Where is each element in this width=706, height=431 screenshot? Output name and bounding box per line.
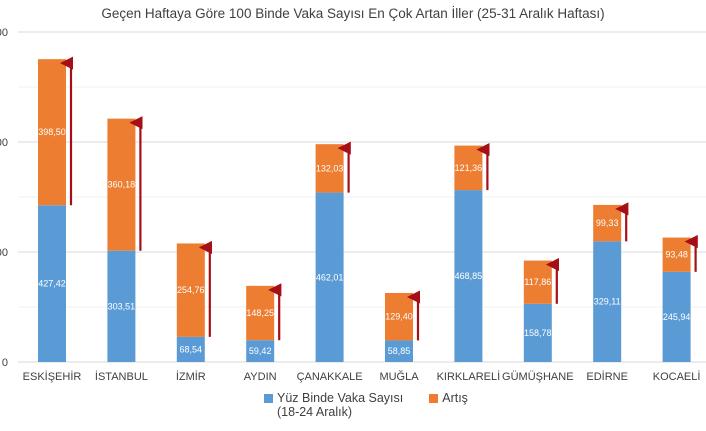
bar-increase [176,243,205,337]
data-label-cases: 68,54 [180,344,203,354]
bar-increase [38,59,66,206]
legend-swatch-blue [264,394,273,403]
bar-cases [315,192,344,362]
legend-label-increase: Artış [442,391,468,405]
data-label-increase: 117,86 [524,277,551,287]
legend-swatch-orange [429,394,439,403]
x-tick-label: EDİRNE [586,370,628,383]
legend-label-cases: Yüz Binde Vaka Sayısı [277,391,404,405]
y-tick-label: 600 [0,137,8,149]
bar-cases [246,340,275,362]
legend-item-increase: Artış [429,391,468,419]
bar-cases [107,250,136,362]
bar-cases [593,241,622,362]
chart-title: Geçen Haftaya Göre 100 Binde Vaka Sayısı… [101,6,605,21]
data-label-cases: 427,42 [38,279,66,289]
x-tick-label: MUĞLA [379,370,419,383]
x-tick-label: GÜMÜŞHANE [502,371,574,383]
x-tick-label: KOCAELİ [653,370,701,383]
data-label-cases: 58,85 [388,346,411,356]
data-label-cases: 158,78 [524,328,552,338]
x-tick-label: AYDIN [244,371,277,383]
data-label-increase: 254,76 [177,285,205,295]
x-tick-label: KIRKLARELİ [437,370,501,383]
y-tick-label: 900 [0,27,8,39]
bar-cases [523,303,552,362]
data-label-cases: 245,94 [663,312,691,322]
data-label-increase: 121,36 [455,163,483,173]
y-tick-label: 0 [2,357,8,369]
legend-sublabel: (18-24 Aralık) [277,405,353,419]
data-label-increase: 99,33 [596,218,619,228]
x-tick-label: İSTANBUL [95,370,148,383]
data-label-increase: 360,18 [108,180,136,190]
bar-cases [176,336,205,362]
legend: Yüz Binde Vaka Sayısı (18-24 Aralık) Art… [264,391,468,419]
data-label-increase: 129,40 [385,312,413,322]
bar-increase [107,118,136,251]
data-label-cases: 59,42 [249,346,272,356]
data-label-increase: 132,03 [316,163,344,173]
data-label-cases: 303,51 [108,301,136,311]
data-label-increase: 148,25 [246,308,274,318]
data-label-cases: 329,11 [594,297,621,307]
x-tick-label: ÇANAKKALE [297,371,363,383]
data-label-cases: 468,85 [455,271,483,281]
x-tick-label: ESKİŞEHİR [23,370,82,383]
bar-cases [454,190,483,362]
data-label-increase: 398,50 [38,127,66,137]
bar-cases [385,340,413,362]
x-tick-label: İZMİR [176,370,206,383]
legend-item-cases: Yüz Binde Vaka Sayısı (18-24 Aralık) [264,391,403,419]
y-tick-label: 300 [0,247,8,259]
bar-cases [38,205,66,362]
bar-cases [662,271,691,362]
data-label-cases: 462,01 [316,272,344,282]
data-label-increase: 93,48 [665,250,688,260]
